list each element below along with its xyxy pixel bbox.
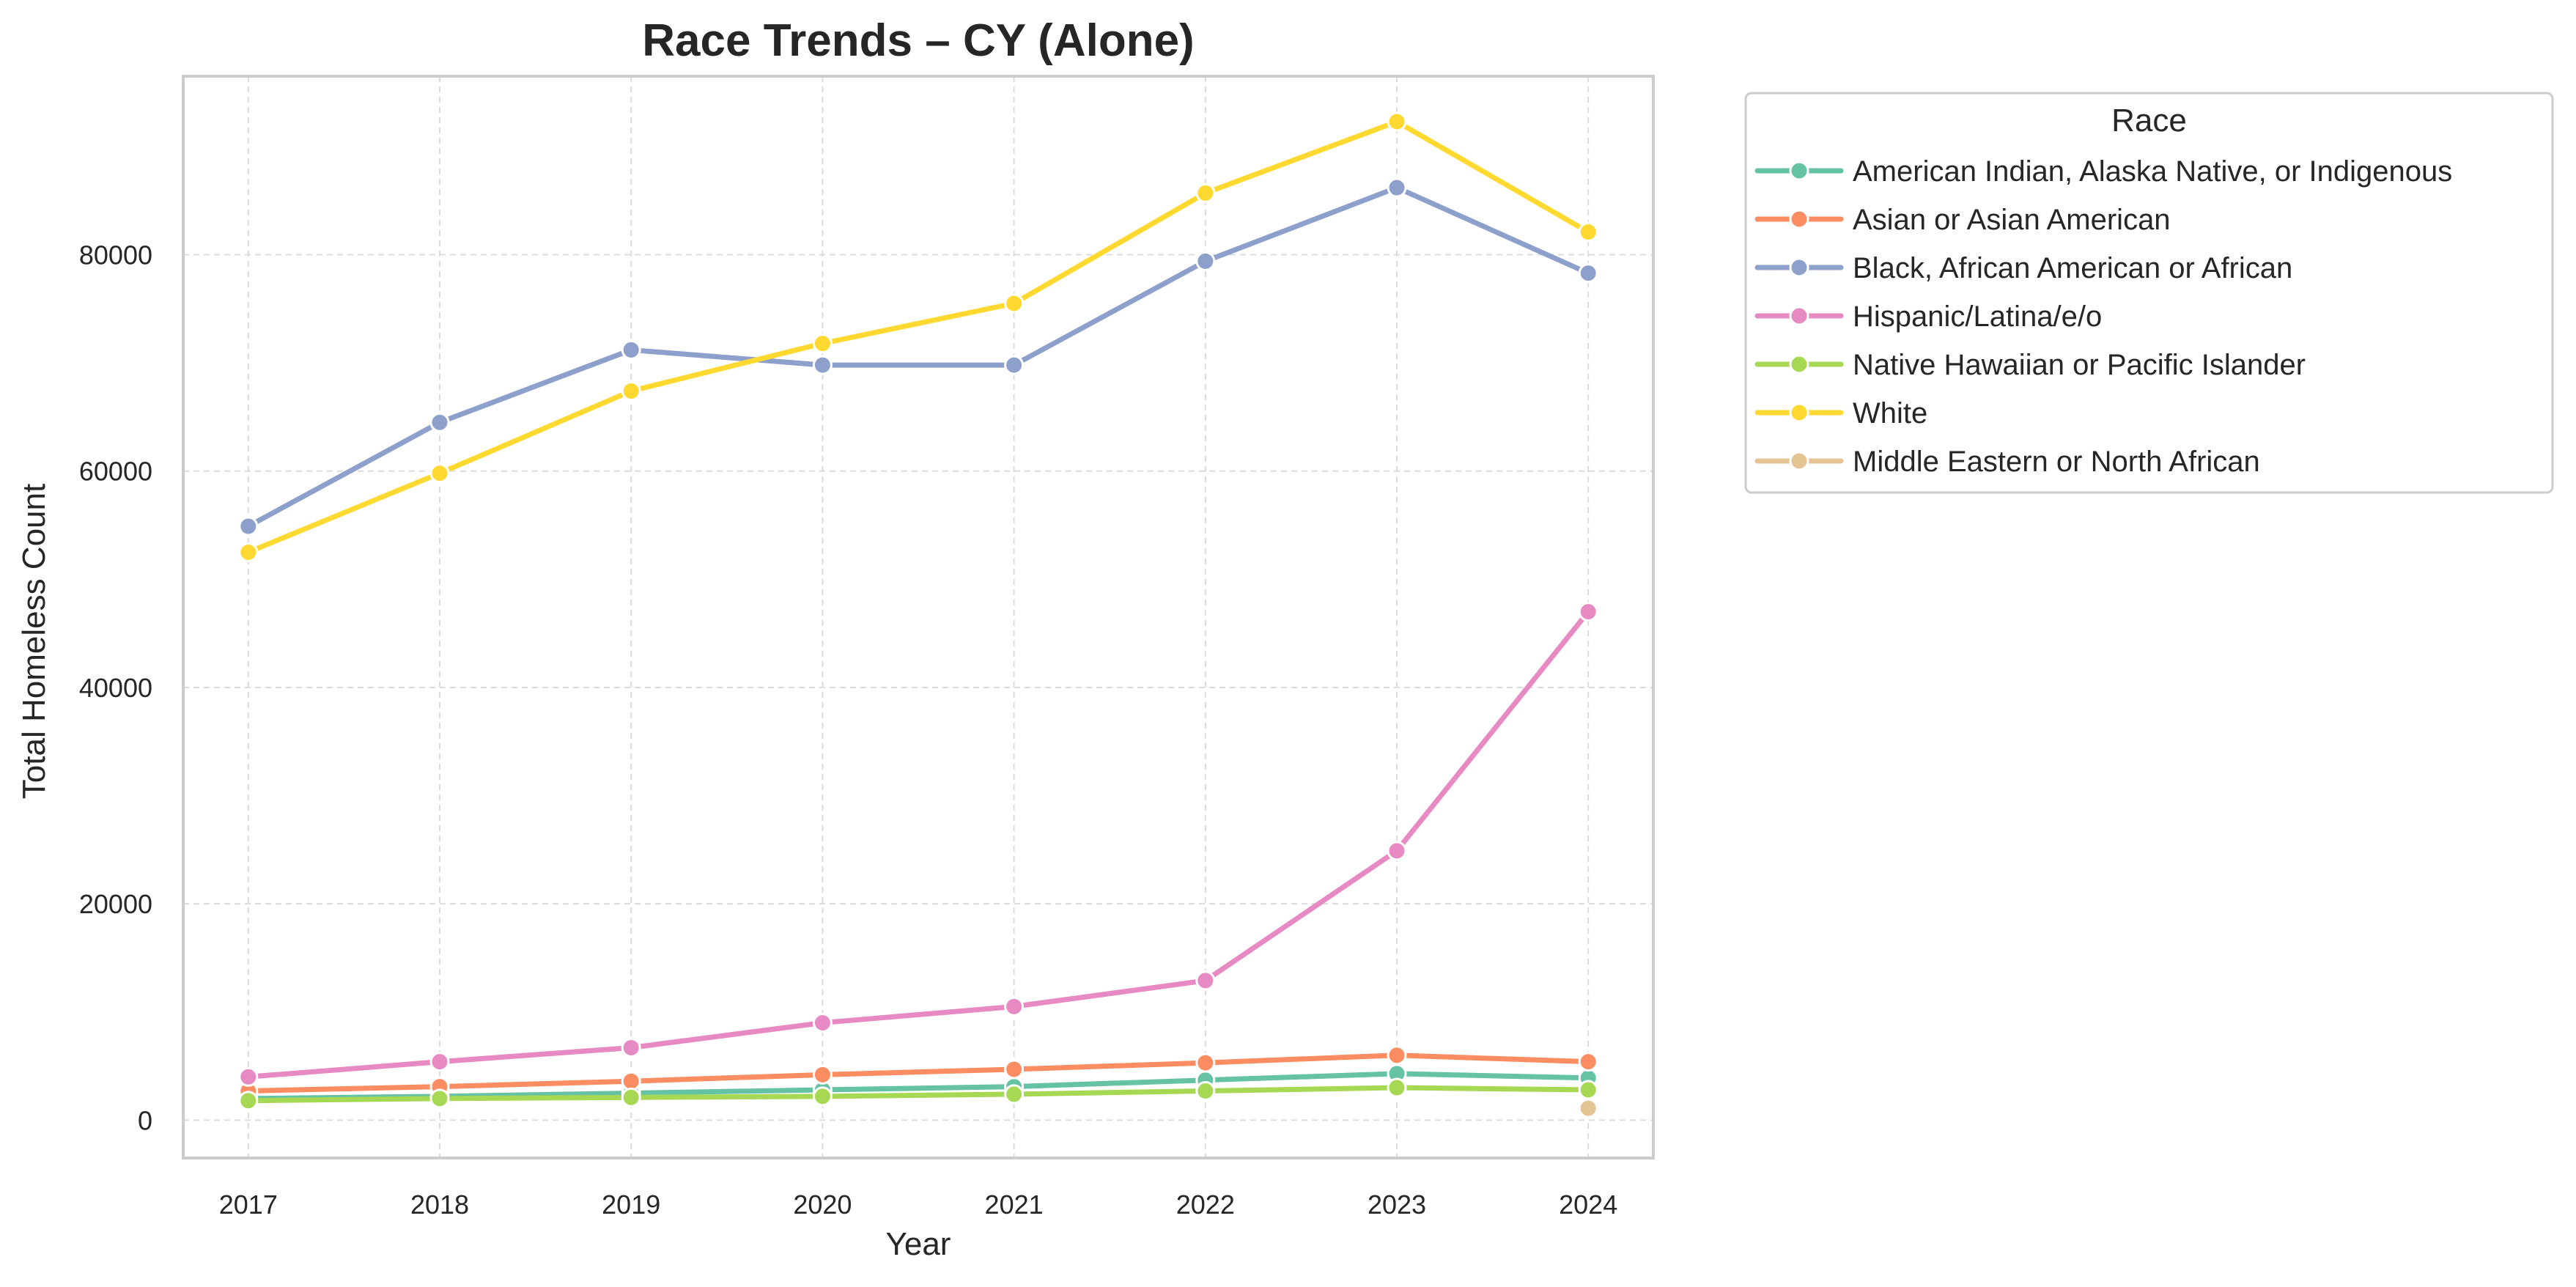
data-point (1195, 1052, 1216, 1073)
data-point (812, 333, 833, 354)
data-point (1387, 841, 1407, 861)
data-point (1004, 996, 1025, 1017)
series-line (246, 119, 1591, 555)
series-2 (238, 177, 1598, 536)
y-tick-label: 80000 (79, 240, 152, 270)
data-point (1387, 1045, 1407, 1066)
data-point (1578, 602, 1598, 622)
data-point (1387, 1077, 1407, 1098)
axes: 2017 2018 2019 2020 2021 2022 2023 2024 0 20000 40… (79, 75, 1655, 1220)
data-point (1004, 293, 1025, 314)
series-line (246, 185, 1591, 529)
data-point (812, 1064, 833, 1085)
grid-lines (183, 76, 1653, 1158)
data-point (1195, 182, 1216, 203)
legend-swatch-marker (1789, 161, 1809, 181)
data-point (812, 1086, 833, 1107)
series-lines (238, 111, 1598, 1118)
data-point (238, 1066, 259, 1087)
data-point (1387, 111, 1407, 132)
data-point (621, 381, 641, 402)
x-tick-label: 2021 (985, 1190, 1044, 1220)
data-point (1004, 355, 1025, 375)
legend-item: American Indian, Alaska Native, or Indig… (1754, 155, 2452, 188)
legend-swatch-marker (1789, 354, 1809, 375)
data-point (429, 1052, 450, 1072)
legend-label: White (1853, 397, 1927, 429)
legend: Race American Indian, Alaska Native, or I… (1744, 92, 2554, 494)
y-tick-label: 60000 (79, 457, 152, 487)
legend-title: Race (2111, 103, 2187, 139)
plot-frame (182, 75, 1655, 1159)
data-point (1195, 1080, 1216, 1101)
legend-swatch-marker (1789, 402, 1809, 423)
data-point (621, 1037, 641, 1058)
data-point (238, 516, 259, 536)
data-point (1387, 177, 1407, 198)
x-tick-label: 2019 (602, 1190, 660, 1220)
legend-label: Middle Eastern or North African (1853, 446, 2260, 478)
data-point (621, 339, 641, 360)
data-point (429, 412, 450, 432)
legend-label: Hispanic/Latina/e/o (1853, 300, 2102, 333)
x-axis-label: Year (886, 1226, 951, 1262)
data-point (429, 1088, 450, 1109)
legend-label: Asian or Asian American (1853, 204, 2171, 236)
data-point (238, 542, 259, 562)
legend-item: Hispanic/Latina/e/o (1754, 300, 2102, 333)
data-point (1578, 222, 1598, 243)
legend-swatch-marker (1789, 209, 1809, 229)
data-point (1195, 970, 1216, 991)
legend-item: Asian or Asian American (1754, 204, 2171, 236)
legend-item: White (1754, 397, 1927, 429)
legend-label: American Indian, Alaska Native, or Indig… (1853, 155, 2452, 188)
x-tick-label: 2017 (219, 1190, 278, 1220)
series-3 (238, 602, 1598, 1087)
legend-label: Native Hawaiian or Pacific Islander (1853, 349, 2306, 381)
data-point (1578, 1052, 1598, 1072)
x-tick-label: 2022 (1176, 1190, 1235, 1220)
data-point (1578, 1098, 1598, 1118)
y-axis-label: Total Homeless Count (16, 484, 52, 799)
y-tick-label: 0 (138, 1105, 152, 1135)
x-tick-label: 2024 (1559, 1190, 1617, 1220)
series-line (246, 1085, 1591, 1104)
data-point (1578, 263, 1598, 284)
legend-item: Native Hawaiian or Pacific Islander (1754, 349, 2306, 381)
legend-swatch-marker (1789, 451, 1809, 471)
data-point (812, 1013, 833, 1033)
data-point (1195, 251, 1216, 271)
data-point (812, 355, 833, 375)
series-6 (1578, 1098, 1598, 1118)
series-line (246, 1052, 1591, 1094)
y-tick-label: 40000 (79, 673, 152, 703)
x-tick-label: 2018 (410, 1190, 469, 1220)
x-tick-label: 2023 (1368, 1190, 1426, 1220)
chart-title: Race Trends – CY (Alone) (642, 15, 1194, 66)
y-tick-label: 20000 (79, 889, 152, 919)
series-5 (238, 111, 1598, 562)
data-point (621, 1087, 641, 1107)
data-point (1004, 1059, 1025, 1080)
legend-label: Black, African American or African (1853, 252, 2292, 284)
data-point (1004, 1084, 1025, 1105)
data-point (621, 1071, 641, 1091)
data-point (238, 1091, 259, 1111)
series-4 (238, 1077, 1598, 1111)
legend-swatch-marker (1789, 306, 1809, 326)
legend-box (1744, 92, 2554, 494)
data-point (1578, 1080, 1598, 1100)
legend-item: Middle Eastern or North African (1754, 446, 2260, 478)
x-tick-label: 2020 (793, 1190, 852, 1220)
legend-item: Black, African American or African (1754, 252, 2292, 284)
series-line (246, 609, 1591, 1080)
data-point (429, 463, 450, 484)
legend-swatch-marker (1789, 257, 1809, 278)
